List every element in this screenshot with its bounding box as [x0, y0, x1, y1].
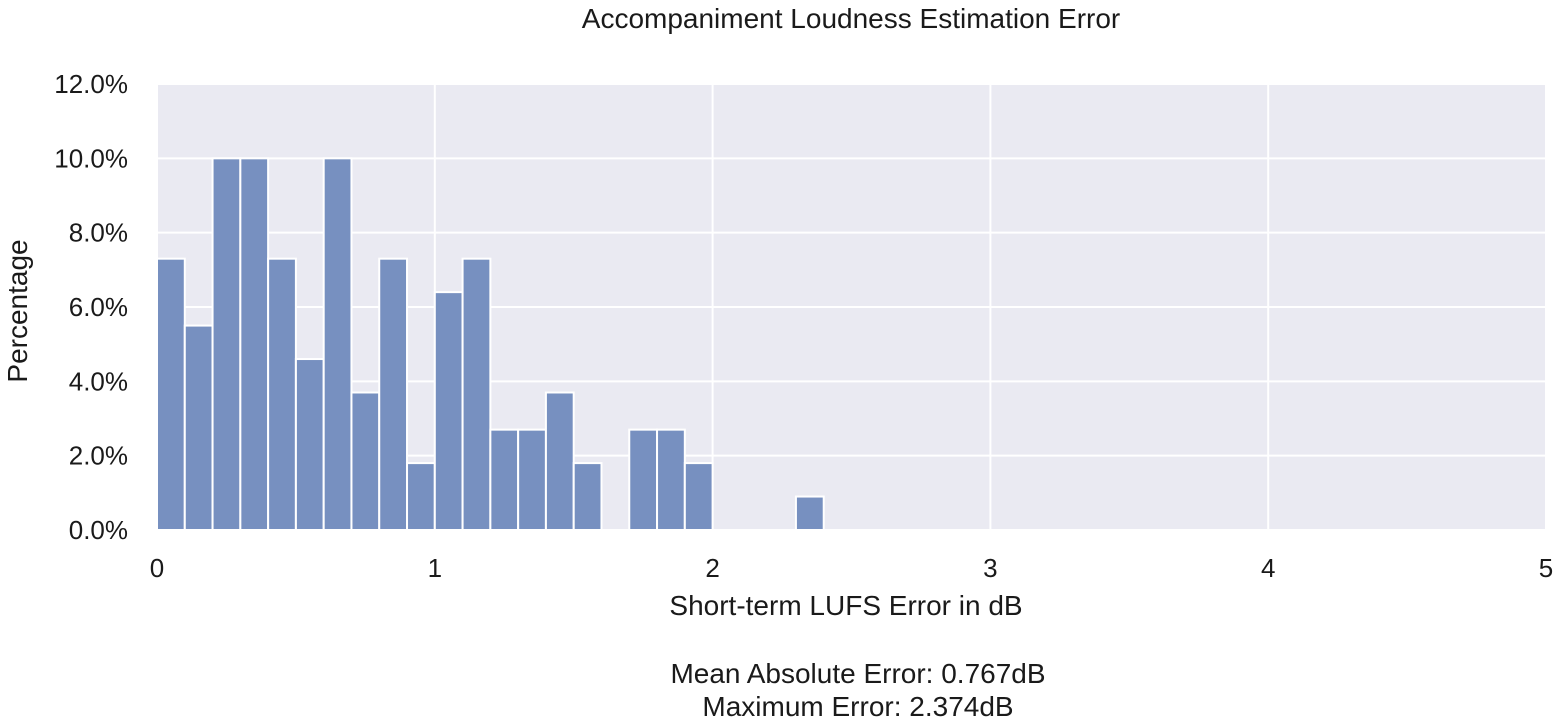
histogram-bar [794, 495, 825, 531]
mean-absolute-error-text: Mean Absolute Error: 0.767dB [670, 658, 1045, 689]
histogram-bar [267, 257, 297, 531]
histogram-bar [211, 157, 242, 531]
x-tick-label: 5 [1539, 553, 1553, 583]
histogram-bar [517, 428, 547, 531]
x-tick-label: 3 [983, 553, 997, 583]
x-tick-label: 4 [1261, 553, 1275, 583]
y-tick-label: 0.0% [69, 515, 128, 545]
histogram-bar [628, 428, 659, 531]
y-tick-label: 12.0% [54, 69, 128, 99]
histogram-bar [461, 257, 492, 531]
y-tick-label: 2.0% [69, 441, 128, 471]
x-axis-label: Short-term LUFS Error in dB [669, 590, 1022, 621]
histogram-bar [156, 257, 186, 531]
y-axis-label: Percentage [2, 239, 33, 382]
histogram-bar [489, 428, 520, 531]
histogram-bar [656, 428, 686, 531]
histogram-bar [378, 257, 409, 531]
chart-title: Accompaniment Loudness Estimation Error [582, 3, 1120, 34]
x-tick-label: 0 [150, 553, 164, 583]
histogram-bar [572, 462, 603, 532]
histogram-bar [433, 291, 464, 531]
y-tick-label: 4.0% [69, 366, 128, 396]
y-tick-label: 10.0% [54, 143, 128, 173]
histogram-bar [239, 157, 270, 531]
histogram-bars [156, 157, 825, 532]
axis-ticks: 0 1 2 3 4 5 0.0% 2.0% 4.0% 6.0% 8.0% 10.0% 12.0% [54, 69, 1553, 583]
histogram-bar [183, 324, 214, 532]
histogram-bar [683, 462, 714, 532]
y-tick-label: 6.0% [69, 292, 128, 322]
histogram-bar [294, 358, 325, 531]
histogram-bar [322, 157, 353, 531]
x-tick-label: 2 [705, 553, 719, 583]
y-tick-label: 8.0% [69, 218, 128, 248]
maximum-error-text: Maximum Error: 2.374dB [702, 691, 1013, 722]
x-tick-label: 1 [428, 553, 442, 583]
histogram-bar [544, 391, 575, 531]
histogram-bar [350, 391, 381, 531]
histogram-bar [406, 462, 436, 532]
